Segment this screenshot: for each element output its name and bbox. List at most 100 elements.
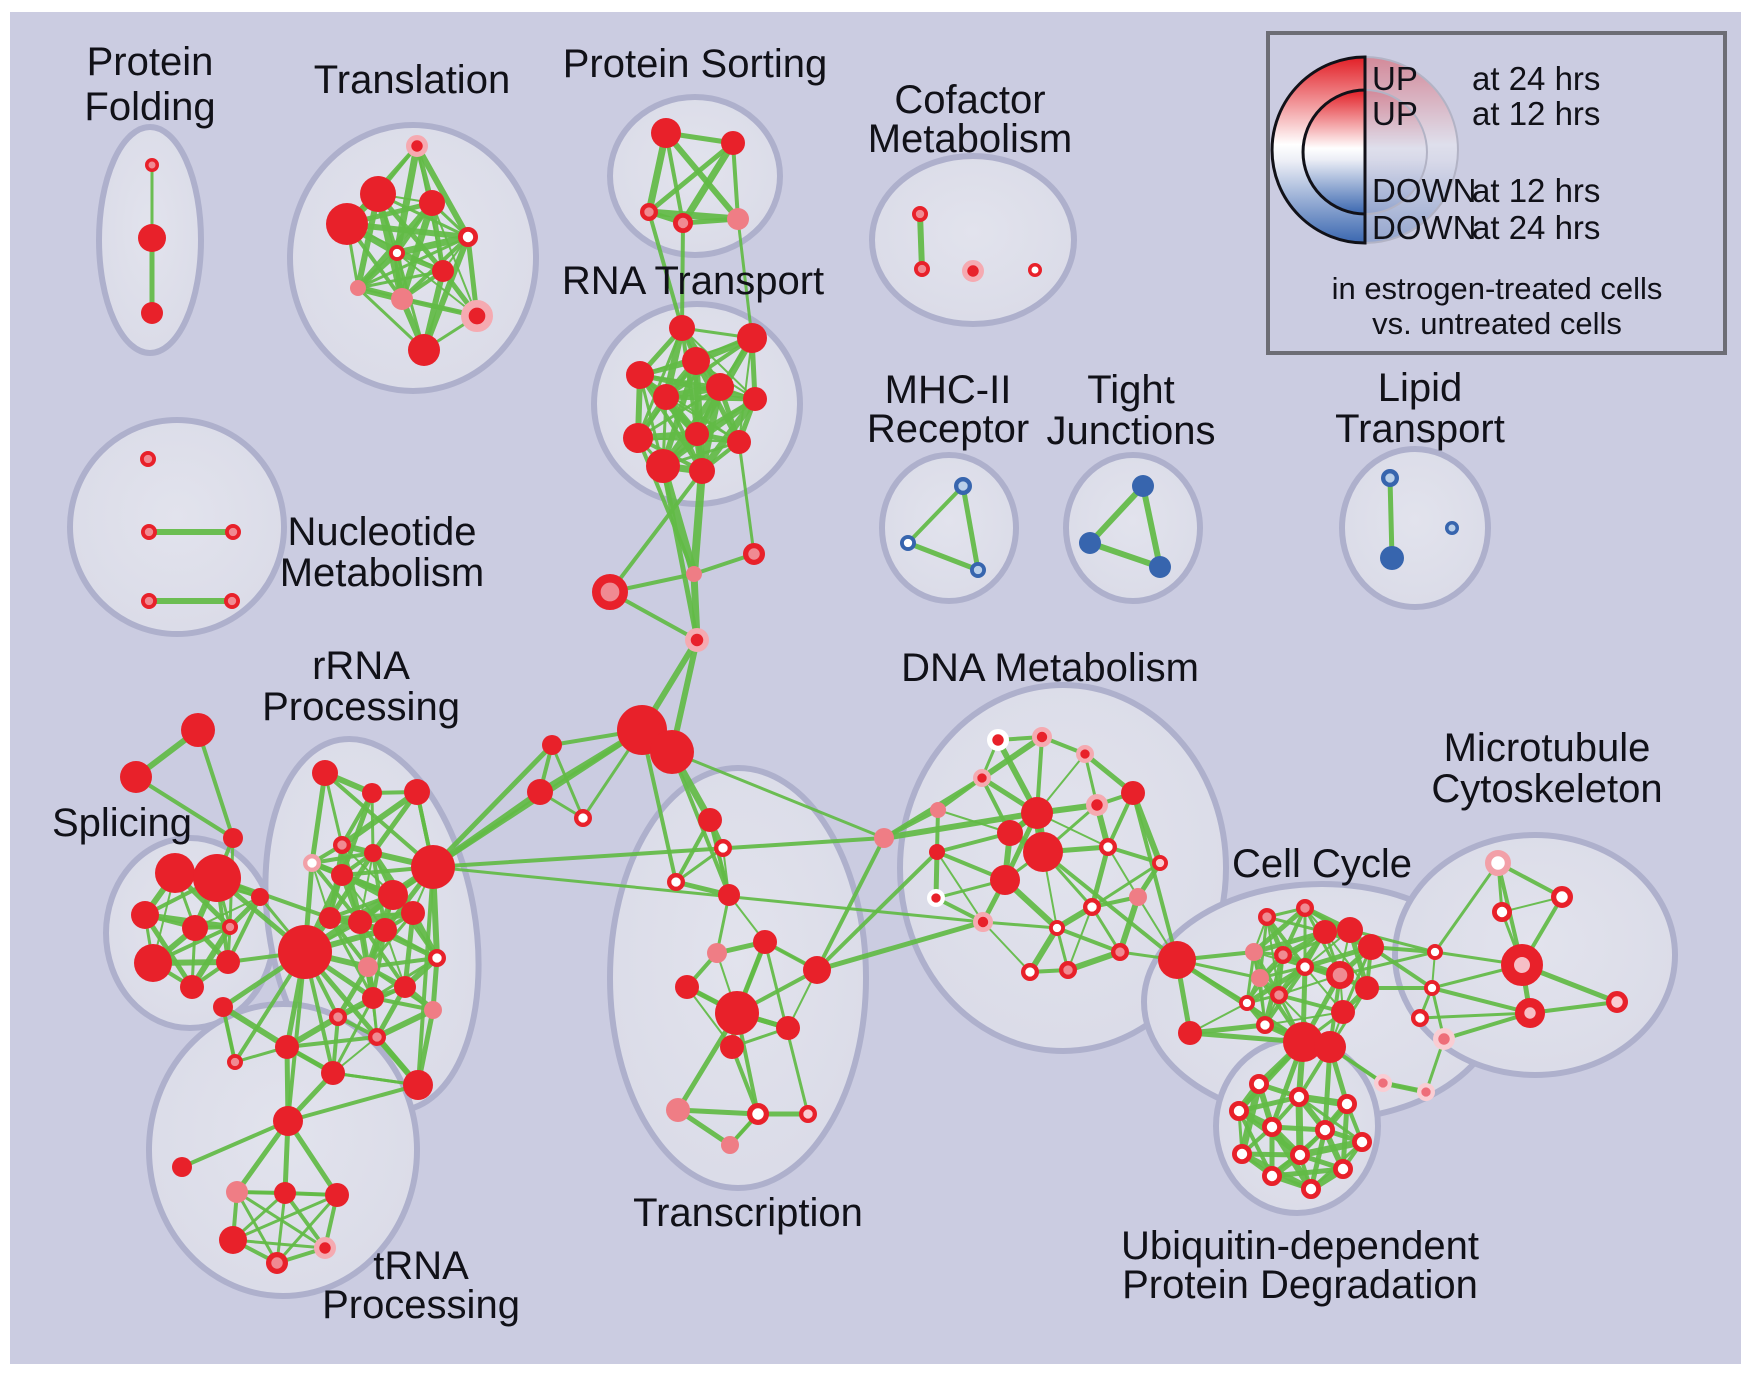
rrna-processing-node bbox=[303, 853, 322, 872]
rrna-processing-node bbox=[411, 845, 455, 889]
cell-cycle-node bbox=[1270, 985, 1289, 1004]
microtubule-cytoskeleton-node bbox=[1484, 849, 1511, 876]
mhc-ii-receptor-node bbox=[969, 561, 986, 578]
cell-cycle-node bbox=[1417, 1083, 1436, 1102]
nucleotide-metabolism-ellipse bbox=[67, 417, 287, 637]
mhc-ii-receptor-edge bbox=[906, 484, 965, 545]
transcription-node bbox=[718, 884, 740, 906]
dna-metabolism-label: DNA Metabolism bbox=[901, 646, 1199, 690]
rna-transport-node bbox=[685, 422, 709, 446]
splicing-node bbox=[180, 975, 204, 999]
trna-processing-ellipse bbox=[146, 1001, 420, 1299]
rrna-processing-node bbox=[378, 880, 408, 910]
translation-label: Translation bbox=[314, 58, 510, 102]
translation-edge bbox=[414, 143, 471, 240]
rrna-processing-edge bbox=[374, 1007, 436, 1040]
dna-metabolism-edge bbox=[1041, 850, 1179, 962]
dna-metabolism-node bbox=[1032, 727, 1053, 748]
splicing-node bbox=[120, 761, 152, 793]
rrna-processing-node bbox=[331, 864, 353, 886]
rna-transport-edge bbox=[637, 372, 758, 402]
trna-processing-node bbox=[219, 1226, 247, 1254]
nucleotide-metabolism-label: Metabolism bbox=[280, 551, 485, 595]
protein-folding-node bbox=[141, 302, 163, 324]
splicing-node bbox=[181, 713, 215, 747]
protein-sorting-edge bbox=[679, 139, 737, 227]
ubiquitin-degradation-node bbox=[1262, 1166, 1283, 1187]
ubiquitin-degradation-node bbox=[1333, 1159, 1354, 1180]
dna-metabolism-node bbox=[1099, 837, 1118, 856]
splicing-node bbox=[193, 854, 241, 902]
dna-metabolism-edge bbox=[979, 734, 1045, 781]
microtubule-cytoskeleton-node bbox=[1411, 1008, 1430, 1027]
cell-cycle-edge bbox=[1259, 931, 1326, 979]
microtubule-cytoskeleton-node bbox=[1551, 886, 1574, 909]
rna-transport-to-backbone-edge bbox=[690, 467, 706, 578]
transcription-node bbox=[713, 838, 732, 857]
dna-metabolism-edge bbox=[1090, 861, 1162, 909]
legend-note-line2: vs. untreated cells bbox=[1372, 306, 1622, 341]
cofactor-metabolism-node bbox=[1028, 263, 1042, 277]
dna-metabolism-node bbox=[1086, 794, 1109, 817]
splicing-node bbox=[223, 828, 243, 848]
microtubule-cytoskeleton-node bbox=[1501, 944, 1544, 987]
tight-junctions-ellipse bbox=[1063, 452, 1203, 604]
backbone-to-dna-metabolism-edge bbox=[881, 810, 1040, 841]
trna-processing-to-rrna-processing-edge bbox=[286, 950, 307, 1123]
microtubule-cytoskeleton-node bbox=[1424, 979, 1441, 996]
dna-metabolism-node bbox=[1023, 832, 1063, 872]
dna-metabolism-node bbox=[929, 844, 945, 860]
dna-metabolism-edge bbox=[981, 920, 1059, 930]
dna-metabolism-edge bbox=[1107, 846, 1139, 898]
dna-metabolism-edge bbox=[1117, 894, 1141, 955]
rna-transport-node bbox=[669, 315, 695, 341]
ubiquitin-degradation-node bbox=[1337, 1094, 1358, 1115]
cell-cycle-node bbox=[1251, 969, 1269, 987]
trna-processing-edge bbox=[235, 1190, 279, 1265]
microtubule-cytoskeleton-node bbox=[1606, 991, 1629, 1014]
dna-metabolism-node bbox=[973, 912, 994, 933]
rrna-processing-node bbox=[368, 1028, 387, 1047]
rrna-processing-edge bbox=[327, 850, 376, 921]
dna-metabolism-node bbox=[1049, 919, 1066, 936]
cofactor-metabolism-edge bbox=[917, 211, 925, 272]
rrna-processing-label: rRNA bbox=[312, 644, 410, 688]
protein-sorting-edge bbox=[646, 140, 736, 215]
rrna-processing-edge bbox=[331, 996, 375, 1075]
rna-transport-node bbox=[737, 323, 767, 353]
transcription-node bbox=[715, 991, 759, 1035]
transcription-edge bbox=[675, 1107, 761, 1117]
ubiquitin-degradation-node bbox=[1301, 1179, 1322, 1200]
cofactor-metabolism-node bbox=[911, 205, 928, 222]
transcription-edge bbox=[674, 846, 725, 884]
trna-processing-node bbox=[266, 1252, 289, 1275]
rrna-processing-node bbox=[362, 783, 382, 803]
legend-ring-faded bbox=[1364, 55, 1459, 245]
legend-up-12-label: UP bbox=[1372, 95, 1418, 132]
legend-box bbox=[1266, 31, 1727, 355]
cell-cycle-node bbox=[1355, 976, 1379, 1000]
legend-up-24-time: at 24 hrs bbox=[1472, 60, 1600, 97]
legend-down-24-time: at 24 hrs bbox=[1472, 209, 1600, 246]
translation-edge bbox=[431, 202, 478, 317]
mhc-ii-receptor-label: Receptor bbox=[867, 407, 1029, 451]
rrna-processing-to-dna-metabolism-edge bbox=[431, 865, 985, 924]
rrna-processing-to-backbone-edge bbox=[431, 836, 886, 869]
nucleotide-metabolism-node bbox=[140, 592, 157, 609]
backbone-node bbox=[685, 628, 710, 653]
dna-metabolism-node bbox=[1152, 854, 1169, 871]
microtubule-cytoskeleton-node bbox=[1515, 998, 1546, 1029]
tight-junctions-node bbox=[1149, 556, 1171, 578]
protein-sorting-edge bbox=[663, 130, 741, 222]
rrna-processing-node bbox=[404, 779, 430, 805]
translation-node bbox=[419, 190, 445, 216]
rna-transport-node bbox=[623, 423, 653, 453]
dna-metabolism-node bbox=[987, 729, 1010, 752]
lipid-transport-node bbox=[1380, 546, 1404, 570]
rrna-processing-node bbox=[278, 925, 332, 979]
transcription-node bbox=[753, 930, 777, 954]
protein-sorting-node bbox=[727, 208, 749, 230]
splicing-node bbox=[131, 901, 159, 929]
